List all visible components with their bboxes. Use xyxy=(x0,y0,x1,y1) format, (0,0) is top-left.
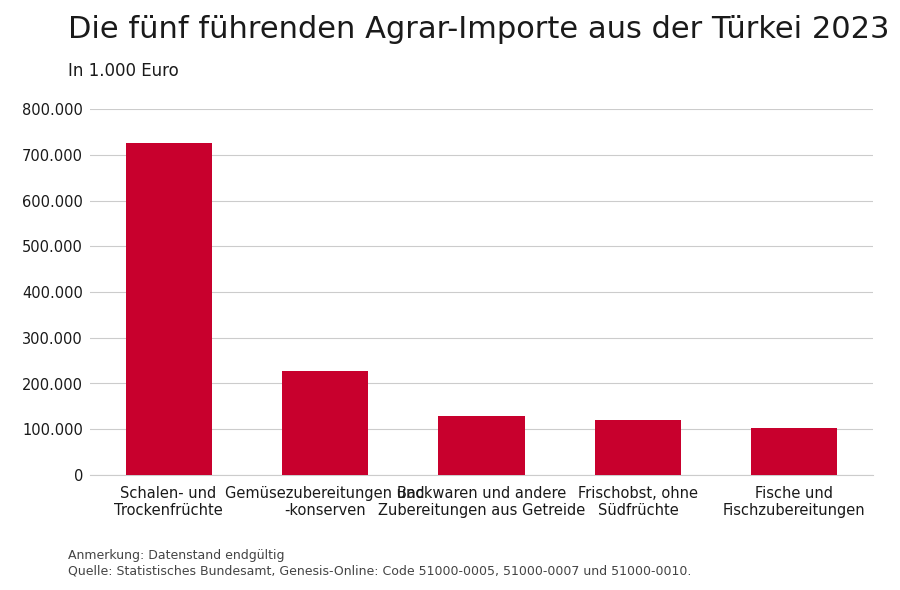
Bar xyxy=(752,428,837,475)
Bar xyxy=(126,143,212,475)
Text: Anmerkung: Datenstand endgültig: Anmerkung: Datenstand endgültig xyxy=(68,549,284,562)
Bar xyxy=(438,417,525,475)
Bar xyxy=(282,371,368,475)
Bar xyxy=(595,420,681,475)
Text: In 1.000 Euro: In 1.000 Euro xyxy=(68,62,178,80)
Text: Quelle: Statistisches Bundesamt, Genesis-Online: Code 51000-0005, 51000-0007 und: Quelle: Statistisches Bundesamt, Genesis… xyxy=(68,564,691,577)
Text: Die fünf führenden Agrar-Importe aus der Türkei 2023: Die fünf führenden Agrar-Importe aus der… xyxy=(68,15,889,44)
